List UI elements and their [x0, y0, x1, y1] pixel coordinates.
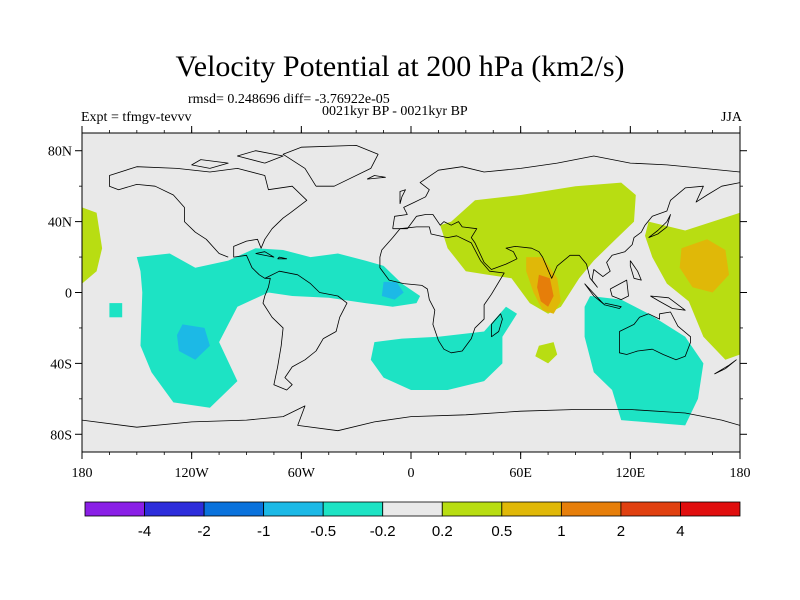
colorbar-label-2: -1 [257, 523, 270, 540]
coastline-20 [255, 251, 275, 258]
coastline-2 [282, 144, 379, 187]
colorbar-swatch-6 [441, 501, 503, 517]
x-tick-label-1: 120W [175, 466, 210, 481]
colorbar-swatch-10 [680, 501, 741, 517]
colorbar-swatch-3 [263, 501, 324, 517]
contour-region-10 [109, 303, 123, 318]
contour-region-6 [535, 342, 558, 364]
coastline-12 [629, 260, 642, 281]
colorbar-swatch-2 [203, 501, 265, 517]
x-tick-label-5: 120E [616, 466, 646, 481]
coastline-0 [109, 166, 348, 391]
coastline-18 [236, 150, 284, 164]
coastline-11 [650, 295, 686, 311]
coastline-1 [109, 175, 229, 258]
colorbar-label-6: 0.5 [491, 523, 512, 540]
x-tick-label-4: 60E [509, 466, 532, 481]
colorbar-label-1: -2 [197, 523, 210, 540]
y-tick-label-2: 0 [65, 287, 72, 302]
colorbar-swatch-7 [501, 501, 562, 517]
x-tick-label-0: 180 [72, 466, 93, 481]
period-label: 0021kyr BP - 0021kyr BP [322, 104, 468, 119]
contour-region-8 [177, 324, 210, 360]
chart-title: Velocity Potential at 200 hPa (km2/s) [175, 50, 625, 83]
y-tick-label-3: 40S [50, 357, 72, 372]
y-axis: 80N 40N 0 40S 80S [48, 145, 747, 443]
x-tick-label-3: 0 [408, 466, 415, 481]
coastline-7 [619, 311, 691, 361]
colorbar-label-4: -0.2 [370, 523, 396, 540]
colorbar-swatch-0 [84, 501, 145, 517]
colorbar-swatch-8 [560, 501, 622, 517]
contour-region-0 [440, 182, 636, 314]
colorbar-swatch-1 [144, 501, 205, 517]
colorbar-label-0: -4 [138, 523, 151, 540]
x-tick-label-2: 60W [288, 466, 316, 481]
coastline-21 [277, 256, 288, 260]
x-axis: 180 120W 60W 0 60E 120E 180 [72, 126, 751, 481]
colorbar-label-5: 0.2 [432, 523, 453, 540]
colorbar: -4 -2 -1 -0.5 -0.2 0.2 0.5 1 2 4 [84, 501, 741, 540]
colorbar-label-3: -0.5 [310, 523, 336, 540]
contour-region-12 [584, 296, 704, 426]
colorbar-swatch-5 [382, 501, 443, 517]
coastline-19 [191, 159, 229, 169]
colorbar-swatch-9 [620, 501, 681, 517]
coastline-9 [604, 302, 622, 309]
colorbar-label-8: 2 [617, 523, 625, 540]
coastline-15 [399, 189, 406, 205]
contour-region-7 [136, 248, 421, 408]
coastline-5 [379, 226, 505, 354]
experiment-label: Expt = tfmgv-tevvv [81, 110, 192, 125]
contour-fills [82, 182, 740, 426]
colorbar-label-7: 1 [557, 523, 565, 540]
coastline-14 [714, 359, 737, 375]
contour-region-4 [679, 239, 729, 293]
contour-region-5 [82, 207, 103, 284]
contour-region-2 [537, 274, 554, 307]
coastline-16 [366, 175, 386, 180]
coastline-3 [392, 155, 740, 229]
stats-text: rmsd= 0.248696 diff= -3.76922e-05 [188, 92, 390, 107]
contour-region-11 [370, 306, 517, 390]
season-label: JJA [720, 110, 742, 125]
coastline-13 [648, 214, 671, 238]
coastline-6 [490, 313, 503, 338]
colorbar-swatch-4 [322, 501, 384, 517]
coastline-17 [82, 405, 740, 432]
y-tick-label-4: 80S [50, 428, 72, 443]
contour-region-9 [381, 281, 404, 300]
y-tick-label-0: 80N [48, 145, 72, 160]
coastline-4 [392, 182, 740, 288]
y-tick-label-1: 40N [48, 216, 72, 231]
colorbar-label-9: 4 [676, 523, 684, 540]
coastline-10 [609, 279, 629, 301]
x-tick-label-6: 180 [730, 466, 751, 481]
coastlines [82, 144, 740, 432]
